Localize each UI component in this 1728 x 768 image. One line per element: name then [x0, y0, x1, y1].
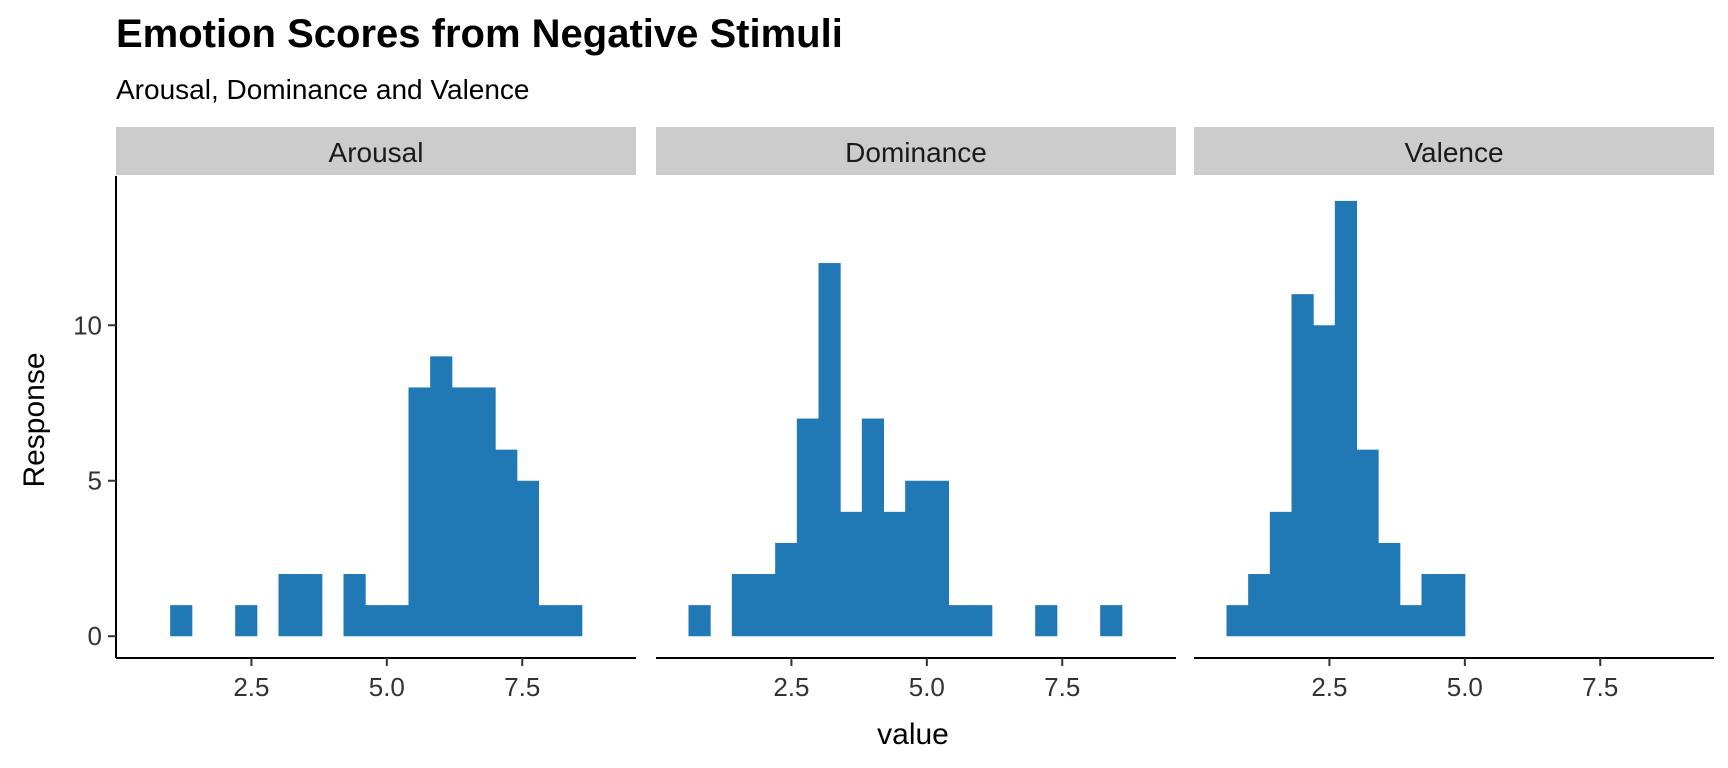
- histogram-bar: [1248, 574, 1271, 637]
- facet-strip-label: Valence: [1404, 137, 1503, 168]
- x-tick-label: 5.0: [909, 672, 945, 702]
- chart-title: Emotion Scores from Negative Stimuli: [116, 12, 843, 56]
- x-tick-label: 7.5: [1582, 672, 1618, 702]
- histogram-bar: [775, 542, 798, 637]
- histogram-bar: [948, 605, 971, 637]
- histogram-bar: [905, 480, 928, 637]
- histogram-bar: [408, 387, 431, 637]
- histogram-bar: [495, 449, 518, 637]
- y-tick-label: 5: [88, 466, 102, 496]
- histogram-bar: [840, 511, 863, 637]
- histogram-bar: [1334, 200, 1357, 637]
- x-tick-label: 2.5: [1311, 672, 1347, 702]
- histogram-bar: [688, 605, 711, 637]
- x-tick-label: 5.0: [1447, 672, 1483, 702]
- histogram-bar: [1226, 605, 1249, 637]
- histogram-bar: [473, 387, 496, 637]
- histogram-bar: [1399, 605, 1422, 637]
- histogram-bar: [560, 605, 583, 637]
- histogram-bar: [1443, 574, 1466, 637]
- histogram-bar: [861, 418, 884, 637]
- y-axis-label: Response: [18, 352, 51, 487]
- histogram-bar: [1100, 605, 1123, 637]
- histogram-bar: [365, 605, 388, 637]
- histogram-bar: [538, 605, 561, 637]
- histogram-bar: [235, 605, 258, 637]
- histogram-bar: [970, 605, 993, 637]
- x-axis-label: value: [877, 718, 949, 751]
- histogram-bar: [1421, 574, 1444, 637]
- facet-strip-label: Dominance: [845, 137, 987, 168]
- x-tick-label: 5.0: [369, 672, 405, 702]
- facet-strip: [656, 127, 1176, 175]
- y-tick-label: 10: [73, 310, 102, 340]
- x-tick-label: 7.5: [504, 672, 540, 702]
- histogram-bar: [278, 574, 301, 637]
- histogram-bar: [731, 574, 754, 637]
- facet-strip: [1194, 127, 1714, 175]
- histogram-bar: [516, 480, 539, 637]
- x-tick-label: 2.5: [233, 672, 269, 702]
- histogram-bar: [796, 418, 819, 637]
- histogram-bar: [1378, 542, 1401, 637]
- facet-strip-label: Arousal: [329, 137, 424, 168]
- facet-panel-dominance: Dominance 2.5 5.0 7.5: [656, 127, 1176, 702]
- histogram-bar: [451, 387, 474, 637]
- histogram-bar: [386, 605, 409, 637]
- histogram-bar: [300, 574, 323, 637]
- facet-panel-valence: Valence 2.5 5.0 7.5: [1194, 127, 1714, 702]
- histogram-bar: [753, 574, 776, 637]
- histogram-bar: [883, 511, 906, 637]
- histogram-bar: [1035, 605, 1058, 637]
- histogram-bar: [1356, 449, 1379, 637]
- facet-strip: [116, 127, 636, 175]
- histogram-bar: [1269, 511, 1292, 637]
- y-tick-label: 0: [88, 621, 102, 651]
- histogram-bar: [430, 356, 453, 637]
- histogram-bar: [926, 480, 949, 637]
- histogram-bar: [1313, 325, 1336, 637]
- chart-subtitle: Arousal, Dominance and Valence: [116, 74, 530, 105]
- histogram-bar: [1291, 294, 1314, 637]
- x-tick-label: 2.5: [773, 672, 809, 702]
- histogram-bar: [343, 574, 366, 637]
- y-axis: 0 5 10: [73, 176, 117, 658]
- histogram-bar: [170, 605, 193, 637]
- x-tick-label: 7.5: [1044, 672, 1080, 702]
- facet-panel-arousal: Arousal 2.5 5.0 7.5: [116, 127, 636, 702]
- histogram-bar: [818, 263, 841, 637]
